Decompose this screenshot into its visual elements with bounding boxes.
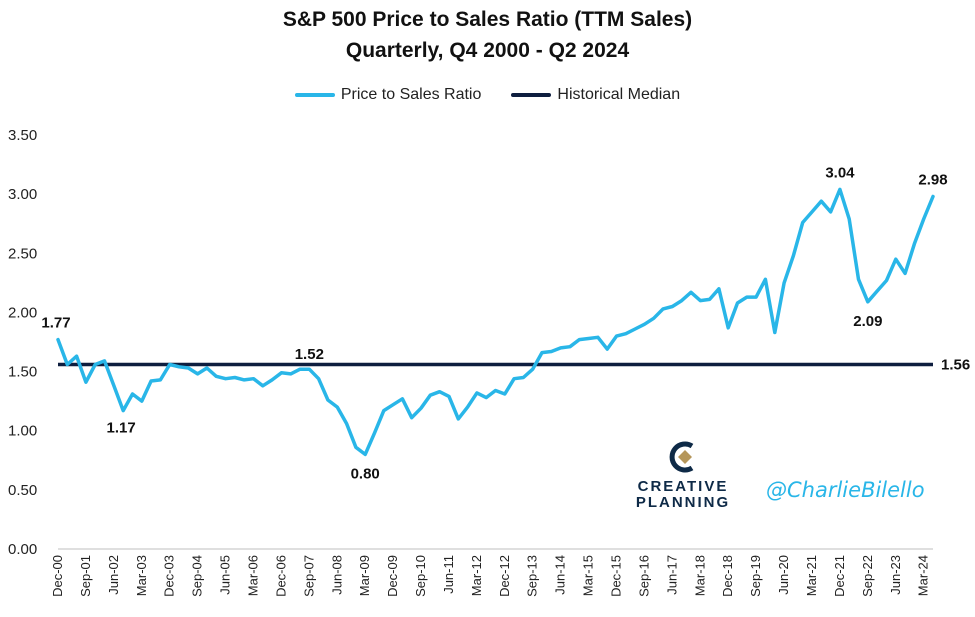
x-tick-label: Mar-06 xyxy=(245,555,260,596)
x-tick-label: Jun-23 xyxy=(888,555,903,595)
data-label: 2.98 xyxy=(918,172,947,189)
data-label: 3.04 xyxy=(825,164,855,181)
legend-label-ratio: Price to Sales Ratio xyxy=(340,86,482,103)
y-tick-label: 3.00 xyxy=(8,186,37,203)
chart-subtitle: Quarterly, Q4 2000 - Q2 2024 xyxy=(345,39,630,62)
x-tick-label: Sep-04 xyxy=(190,555,205,597)
x-tick-label: Jun-11 xyxy=(441,555,456,594)
x-tick-label: Mar-03 xyxy=(134,555,149,596)
x-tick-label: Dec-12 xyxy=(497,555,512,597)
chart-title: S&P 500 Price to Sales Ratio (TTM Sales) xyxy=(282,8,693,31)
legend: Price to Sales Ratio Historical Median xyxy=(0,86,975,104)
y-tick-label: 1.00 xyxy=(8,423,37,440)
legend-label-median: Historical Median xyxy=(557,86,681,103)
data-label: 2.09 xyxy=(853,313,882,330)
x-tick-label: Sep-10 xyxy=(413,555,428,597)
x-tick-label: Dec-06 xyxy=(273,555,288,597)
x-tick-label: Jun-08 xyxy=(329,555,344,595)
x-tick-label: Jun-14 xyxy=(553,555,568,595)
x-tick-label: Jun-02 xyxy=(106,555,121,595)
brand-block: CREATIVE PLANNING xyxy=(633,440,733,511)
x-tick-label: Sep-16 xyxy=(636,555,651,597)
data-label: 0.80 xyxy=(351,465,380,482)
x-tick-label: Jun-17 xyxy=(664,555,679,595)
y-tick-label: 2.50 xyxy=(8,245,37,262)
price-to-sales-line xyxy=(56,187,935,457)
x-tick-label: Jun-20 xyxy=(776,555,791,595)
y-tick-label: 2.00 xyxy=(8,304,37,321)
x-tick-label: Dec-18 xyxy=(720,555,735,597)
x-tick-label: Sep-07 xyxy=(301,555,316,597)
x-tick-label: Mar-15 xyxy=(581,555,596,596)
legend-item-median: Historical Median xyxy=(511,86,680,104)
x-tick-label: Sep-01 xyxy=(78,555,93,597)
y-tick-label: 0.50 xyxy=(8,482,37,499)
x-tick-label: Dec-21 xyxy=(832,555,847,597)
legend-swatch-median xyxy=(511,93,552,97)
x-tick-label: Dec-03 xyxy=(162,555,177,597)
x-tick-label: Mar-12 xyxy=(469,555,484,596)
data-label: 1.52 xyxy=(295,346,324,363)
brand-name-line1: CREATIVE xyxy=(637,478,729,495)
median-data-label: 1.56 xyxy=(941,356,970,373)
data-label: 1.17 xyxy=(107,420,136,437)
legend-swatch-ratio xyxy=(294,93,335,97)
y-tick-label: 1.50 xyxy=(8,364,37,381)
chart-title-block: S&P 500 Price to Sales Ratio (TTM Sales)… xyxy=(0,4,975,66)
x-tick-label: Dec-00 xyxy=(50,555,65,597)
x-tick-label: Jun-05 xyxy=(218,555,233,595)
x-tick-label: Mar-21 xyxy=(804,555,819,596)
data-label: 1.77 xyxy=(41,315,70,332)
x-tick-label: Sep-19 xyxy=(748,555,763,597)
x-tick-label: Mar-18 xyxy=(692,555,707,596)
x-tick-label: Sep-22 xyxy=(860,555,875,597)
x-tick-label: Mar-24 xyxy=(916,555,931,596)
author-handle: @CharlieBilello xyxy=(766,478,925,502)
x-tick-label: Dec-09 xyxy=(385,555,400,597)
x-tick-label: Dec-15 xyxy=(609,555,624,597)
y-tick-label: 0.00 xyxy=(8,541,37,558)
y-tick-label: 3.50 xyxy=(8,127,37,144)
x-tick-label: Sep-13 xyxy=(525,555,540,597)
creative-planning-logo-icon xyxy=(669,441,694,473)
brand-name-line2: PLANNING xyxy=(635,494,731,511)
x-tick-label: Mar-09 xyxy=(357,555,372,596)
legend-item-ratio: Price to Sales Ratio xyxy=(294,86,482,104)
